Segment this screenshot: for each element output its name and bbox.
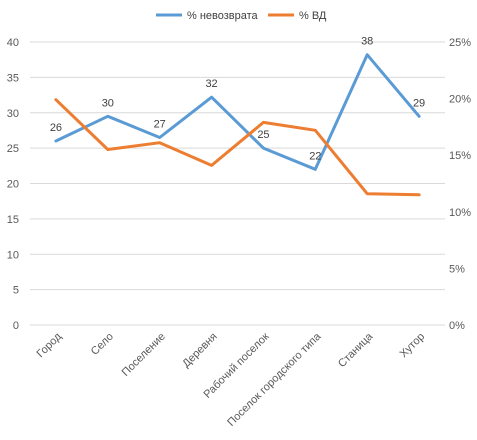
- y-right-tick-label: 5%: [449, 263, 465, 275]
- y-axis-left: 0 5 10 15 20 25 30 35 40: [7, 37, 19, 332]
- series-line-0: [54, 53, 421, 171]
- legend-label: % невозврата: [187, 10, 259, 22]
- data-label: 26: [50, 122, 62, 134]
- series-line-1: [54, 98, 421, 197]
- data-label: 30: [102, 97, 114, 109]
- y-left-tick-label: 5: [13, 285, 19, 297]
- x-tick-label: Поселок городского типа: [225, 330, 324, 429]
- x-tick-label: Хутор: [398, 331, 428, 361]
- data-label: 38: [361, 36, 373, 48]
- data-label: 25: [257, 129, 269, 141]
- data-labels: 26 30 27 32 25 22 38 29: [50, 36, 425, 163]
- y-axis-right: 0% 5% 10% 15% 20% 25%: [449, 37, 471, 332]
- gridlines: [30, 41, 445, 326]
- y-left-tick-label: 25: [7, 143, 19, 155]
- x-tick-label: Станица: [336, 330, 376, 370]
- y-left-tick-label: 10: [7, 249, 19, 261]
- x-tick-label: Город: [35, 330, 65, 360]
- x-tick-label: Деревня: [180, 331, 219, 370]
- legend-label: % ВД: [299, 10, 327, 22]
- y-right-tick-label: 10%: [449, 207, 471, 219]
- data-label: 27: [154, 119, 166, 131]
- y-left-tick-label: 0: [13, 320, 19, 332]
- y-right-tick-label: 20%: [449, 94, 471, 106]
- y-left-tick-label: 40: [7, 37, 19, 49]
- legend: % невозврата % ВД: [156, 10, 327, 22]
- data-label: 32: [205, 78, 217, 90]
- y-right-tick-label: 25%: [449, 37, 471, 49]
- y-left-tick-label: 30: [7, 108, 19, 120]
- x-tick-label: Поселение: [120, 331, 168, 379]
- data-label: 29: [413, 97, 425, 109]
- y-right-tick-label: 15%: [449, 150, 471, 162]
- data-label: 22: [309, 150, 321, 162]
- x-tick-label: Село: [89, 331, 116, 358]
- y-left-tick-label: 20: [7, 179, 19, 191]
- series-lines: [54, 53, 421, 197]
- y-right-tick-label: 0%: [449, 320, 465, 332]
- y-left-tick-label: 15: [7, 214, 19, 226]
- y-left-tick-label: 35: [7, 72, 19, 84]
